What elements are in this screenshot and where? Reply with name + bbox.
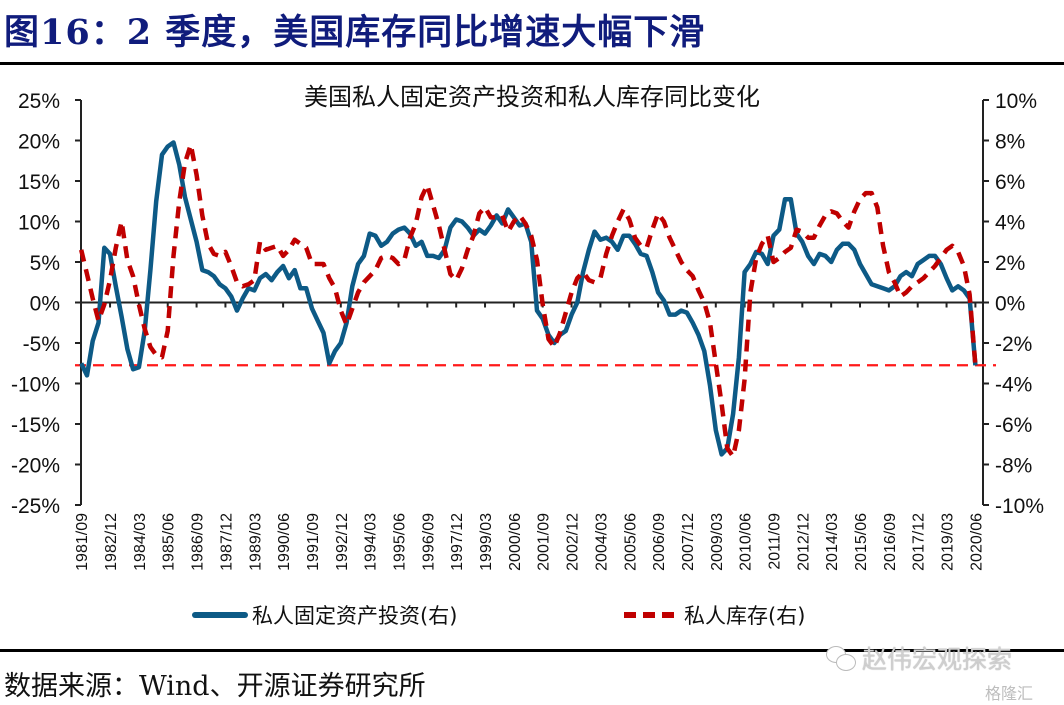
legend-item-investment: 私人固定资产投资(右) (192, 600, 457, 630)
right-axis-tick-label: -8% (995, 455, 1032, 478)
legend-label-investment: 私人固定资产投资(右) (252, 604, 458, 628)
left-axis-tick-label: 15% (18, 171, 60, 194)
x-axis-tick-label: 2012/12 (795, 513, 812, 571)
left-axis-tick-label: -25% (11, 495, 60, 518)
x-axis-tick-label: 1995/06 (391, 513, 408, 571)
x-axis-tick-label: 2000/06 (507, 513, 524, 571)
figure-title: 图16：2 季度，美国库存同比增速大幅下滑 (4, 12, 706, 53)
axes: 25% 20% 15% 10% 5% 0% -5% -10% -15% -20% -25% 10% 8%… (11, 90, 1044, 518)
watermark-secondary: 格隆汇 (985, 684, 1034, 703)
left-axis-tick-label: 20% (18, 131, 60, 154)
left-axis-tick-label: -15% (11, 414, 60, 437)
x-axis-tick-label: 2015/06 (853, 513, 870, 571)
left-axis-tick-label: 0% (30, 293, 60, 316)
left-axis-tick-label: -5% (23, 333, 60, 356)
right-axis-tick-label: -2% (995, 333, 1032, 356)
x-axis-tick-label: 2001/09 (536, 513, 553, 571)
right-axis-tick-label: 4% (995, 212, 1025, 235)
x-axis-tick-label: 1984/03 (132, 513, 149, 571)
left-axis-tick-label: 10% (18, 212, 60, 235)
x-axis-tick-label: 1990/06 (276, 513, 293, 571)
left-axis-tick-label: -20% (11, 455, 60, 478)
x-axis-tick-label: 1985/06 (161, 513, 178, 571)
x-axis-tick-label: 1997/12 (449, 513, 466, 571)
left-axis-tick-label: 5% (30, 252, 60, 275)
series-group (79, 140, 978, 459)
legend-label-inventory: 私人库存(右) (684, 604, 806, 628)
x-axis-tick-label: 2019/03 (940, 513, 957, 571)
x-axis-tick-label: 2016/09 (882, 513, 899, 571)
source-note: 数据来源：Wind、开源证券研究所 (4, 671, 426, 702)
right-axis-tick-label: -4% (995, 374, 1032, 397)
x-axis-tick-label: 1994/03 (363, 513, 380, 571)
right-axis-tick-label: 2% (995, 252, 1025, 275)
x-axis-tick-label: 2006/09 (651, 513, 668, 571)
right-axis-tick-label: 6% (995, 171, 1025, 194)
legend-item-inventory: 私人库存(右) (624, 600, 805, 630)
x-axis-tick-label: 1991/09 (305, 513, 322, 571)
left-axis-tick-label: -10% (11, 374, 60, 397)
x-axis-tick-label: 2014/03 (824, 513, 841, 571)
x-axis-tick-label: 1989/03 (247, 513, 264, 571)
x-axis-tick-label: 1992/12 (334, 513, 351, 571)
right-axis-tick-label: -6% (995, 414, 1032, 437)
right-axis-tick-label: 10% (995, 90, 1037, 113)
top-divider (0, 62, 1064, 65)
x-axis-labels: 1981/09 1982/12 1984/03 1985/06 1986/09 1987/… (74, 513, 985, 571)
chart-title: 美国私人固定资产投资和私人库存同比变化 (304, 83, 760, 111)
x-axis-tick-label: 1982/12 (103, 513, 120, 571)
x-axis-tick-label: 2011/09 (766, 513, 783, 570)
bottom-divider (0, 649, 1064, 652)
x-axis-tick-label: 2020/06 (968, 513, 985, 571)
right-axis-tick-label: 8% (995, 131, 1025, 154)
x-axis-tick-label: 2007/12 (680, 513, 697, 571)
series-line-investment (79, 140, 978, 457)
legend-swatch-solid (192, 612, 248, 618)
x-axis-tick-label: 2002/12 (565, 513, 582, 571)
watermark-text: 赵伟宏观探索 (862, 645, 1013, 674)
x-axis-tick-label: 1986/09 (190, 513, 207, 571)
x-axis-tick-label: 1999/03 (478, 513, 495, 571)
x-axis-tick-label: 2005/06 (622, 513, 639, 571)
x-axis-tick-label: 2009/03 (709, 513, 726, 571)
x-axis-tick-label: 2004/03 (593, 513, 610, 571)
x-axis-tick-label: 1996/09 (420, 513, 437, 571)
left-axis-tick-label: 25% (18, 90, 60, 113)
legend: 私人固定资产投资(右) 私人库存(右) (0, 600, 1064, 634)
legend-swatch-dashed (624, 612, 674, 618)
right-axis-tick-label: 0% (995, 293, 1025, 316)
x-axis-tick-label: 1987/12 (218, 513, 235, 571)
series-line-inventory (79, 142, 978, 459)
right-axis-tick-label: -10% (995, 495, 1044, 518)
watermark: 赵伟宏观探索 (826, 640, 1012, 676)
wechat-icon (826, 646, 856, 671)
x-axis-tick-label: 2010/06 (738, 513, 755, 571)
chart: 美国私人固定资产投资和私人库存同比变化 25% 20% 15% 10% 5% 0% -5% -… (11, 83, 1044, 571)
x-axis-tick-label: 1981/09 (74, 513, 91, 571)
x-axis-tick-label: 2017/12 (911, 513, 928, 571)
